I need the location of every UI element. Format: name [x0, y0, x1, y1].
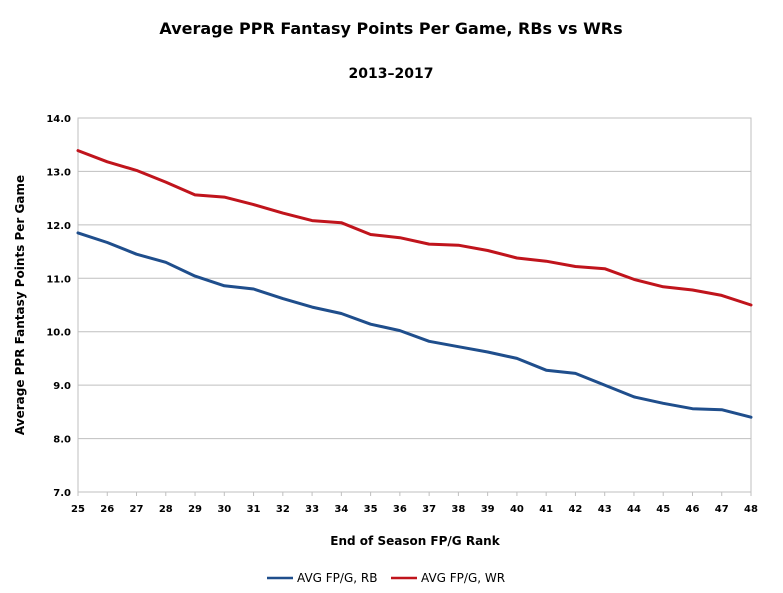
x-tick-label: 45 — [656, 504, 670, 515]
x-tick-label: 25 — [71, 504, 85, 515]
x-tick-label: 40 — [510, 504, 524, 515]
x-tick-label: 47 — [715, 504, 729, 515]
x-tick-label: 28 — [159, 504, 173, 515]
x-tick-label: 30 — [217, 504, 231, 515]
legend-label-wr: AVG FP/G, WR — [421, 571, 505, 585]
x-tick-label: 46 — [686, 504, 700, 515]
x-tick-label: 48 — [744, 504, 758, 515]
x-tick-label: 32 — [276, 504, 290, 515]
x-tick-label: 36 — [393, 504, 407, 515]
x-tick-label: 42 — [568, 504, 582, 515]
x-tick-label: 37 — [422, 504, 436, 515]
x-tick-label: 34 — [334, 504, 348, 515]
x-tick-label: 33 — [305, 504, 319, 515]
x-axis: 25 26 27 28 29 30 31 32 33 34 35 36 37 38 39 40 41 42 43 44… — [71, 492, 758, 515]
plot-area — [77, 117, 752, 493]
legend: AVG FP/G, RB AVG FP/G, WR — [267, 571, 505, 585]
x-tick-label: 29 — [188, 504, 202, 515]
x-tick-label: 31 — [247, 504, 261, 515]
legend-item-wr: AVG FP/G, WR — [391, 571, 505, 585]
x-tick-label: 39 — [481, 504, 495, 515]
y-tick-label: 8.0 — [53, 435, 71, 446]
series-line-rb — [76, 231, 753, 419]
gridlines — [78, 117, 751, 493]
y-tick-label: 10.0 — [46, 328, 71, 339]
x-tick-label: 44 — [627, 504, 641, 515]
y-tick-label: 14.0 — [46, 114, 71, 125]
x-tick-label: 26 — [100, 504, 114, 515]
chart-subtitle: 2013–2017 — [349, 66, 434, 82]
series-line-wr — [76, 149, 753, 307]
x-tick-label: 27 — [130, 504, 144, 515]
y-tick-label: 12.0 — [46, 221, 71, 232]
legend-label-rb: AVG FP/G, RB — [297, 571, 377, 585]
y-tick-label: 13.0 — [46, 167, 71, 178]
y-tick-label: 7.0 — [53, 488, 71, 499]
x-tick-label: 38 — [451, 504, 465, 515]
x-tick-label: 41 — [539, 504, 553, 515]
y-tick-label: 11.0 — [46, 274, 71, 285]
legend-item-rb: AVG FP/G, RB — [267, 571, 377, 585]
x-tick-label: 43 — [598, 504, 612, 515]
y-axis-title: Average PPR Fantasy Points Per Game — [13, 175, 27, 435]
series-lines — [76, 149, 753, 419]
x-axis-title: End of Season FP/G Rank — [330, 534, 500, 548]
y-axis: 7.0 8.0 9.0 10.0 11.0 12.0 13.0 14.0 — [46, 114, 71, 499]
chart-title: Average PPR Fantasy Points Per Game, RBs… — [159, 19, 622, 38]
y-tick-label: 9.0 — [53, 381, 71, 392]
x-tick-label: 35 — [364, 504, 378, 515]
